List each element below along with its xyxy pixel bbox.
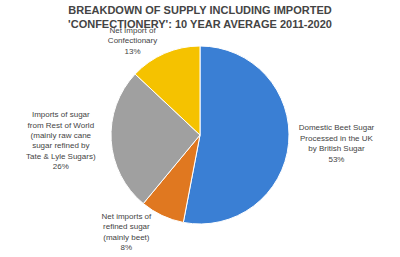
- svg-text:BREAKDOWN OF SUPPLY INCLUDING: BREAKDOWN OF SUPPLY INCLUDING IMPORTED'C…: [68, 4, 332, 30]
- svg-text:Net Import ofConfectionary13%: Net Import ofConfectionary13%: [108, 26, 157, 56]
- svg-text:Imports of sugarfrom Rest of W: Imports of sugarfrom Rest of World(mainl…: [26, 110, 96, 171]
- svg-text:Net imports ofrefined sugar(ma: Net imports ofrefined sugar(mainly beet)…: [101, 212, 152, 252]
- svg-text:Domestic Beet SugarProcessed i: Domestic Beet SugarProcessed in the UKby…: [299, 123, 375, 163]
